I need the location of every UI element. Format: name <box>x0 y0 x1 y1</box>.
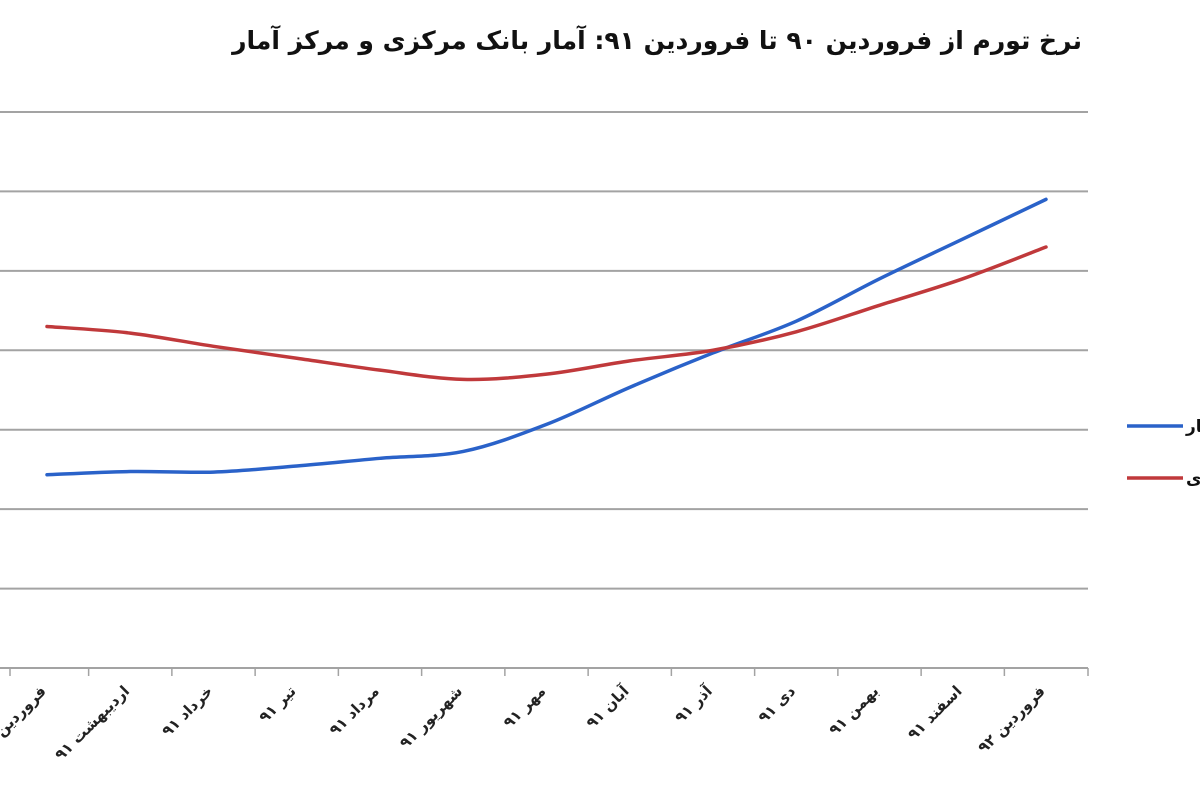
x-tick-label: خرداد ۹۱ <box>158 682 216 740</box>
x-tick-label: اردیبهشت ۹۱ <box>51 682 133 764</box>
x-axis-ticks: فروردین ۹۱اردیبهشت ۹۱ خرداد ۹۱ تیر ۹۱ مرداد… <box>0 668 1089 764</box>
x-tick-label: تیر ۹۱ <box>255 682 299 726</box>
series-line <box>45 245 1048 382</box>
x-tick-label: فروردین ۹۲ <box>974 682 1049 757</box>
x-tick-label: بهمن ۹۱ <box>825 682 882 739</box>
legend-label: ی <box>1186 469 1200 489</box>
x-tick-label: مهر ۹۱ <box>500 682 550 732</box>
series-line <box>45 197 1048 477</box>
series-lines <box>45 197 1048 477</box>
chart-title: نرخ تورم از فروردین ۹۰ تا فروردین ۹۱: آم… <box>232 26 1082 55</box>
x-tick-label: فروردین ۹۱ <box>0 682 50 757</box>
x-tick-label: مرداد ۹۱ <box>326 682 383 739</box>
x-tick-label: اسفند ۹۱ <box>904 682 966 744</box>
x-tick-label: دی ۹۱ <box>755 682 800 727</box>
x-tick-label: شهریور ۹۱ <box>396 682 466 752</box>
legend: آمار ی <box>1127 415 1200 489</box>
gridlines <box>0 111 1088 669</box>
legend-label: آمار <box>1185 415 1200 437</box>
x-tick-label: آبان ۹۱ <box>583 681 634 732</box>
x-tick-label: آذر ۹۱ <box>671 681 716 726</box>
